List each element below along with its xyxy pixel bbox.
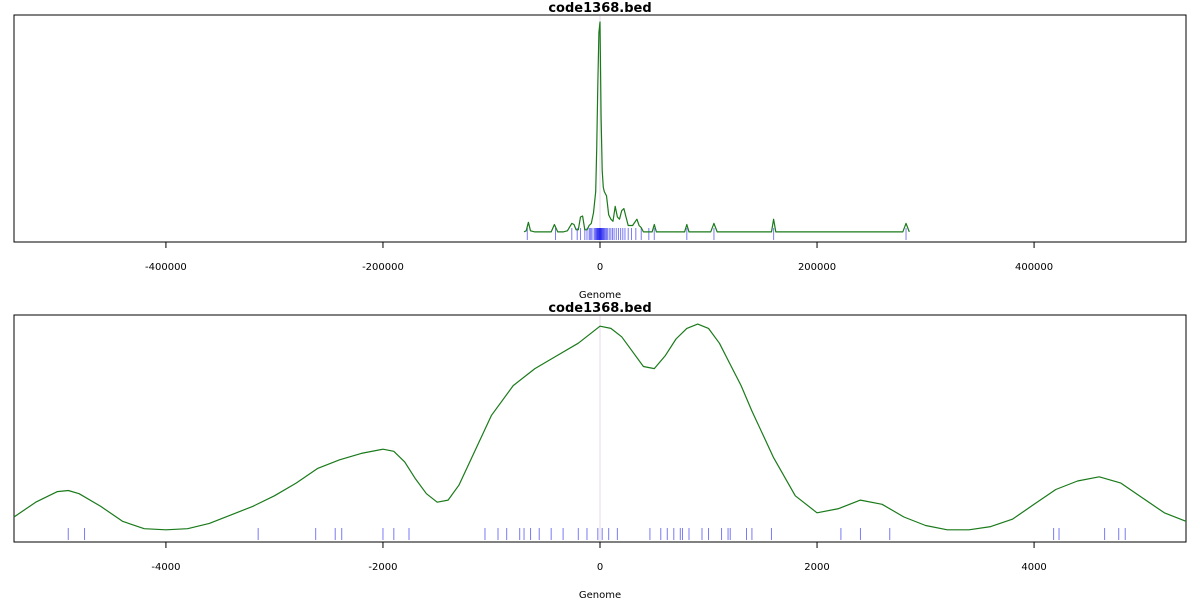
x-tick-label: -2000	[368, 562, 397, 573]
rug-marks	[67, 528, 1126, 540]
panel-genome-wide: code1368.bed -400000 -200000 0 200000 400000…	[13, 1, 1187, 301]
x-axis-label: Genome	[579, 290, 621, 301]
density-curve	[523, 21, 910, 233]
chart-title: code1368.bed	[548, 301, 651, 316]
x-tick-label: 400000	[1015, 262, 1053, 273]
x-tick-label: -200000	[362, 262, 404, 273]
x-tick-label: 200000	[798, 262, 836, 273]
density-line	[13, 323, 1187, 531]
chart-title: code1368.bed	[548, 1, 651, 16]
x-axis: -400000 -200000 0 200000 400000	[145, 242, 1053, 273]
x-tick-label: 4000	[1021, 562, 1046, 573]
x-axis-label: Genome	[579, 590, 621, 600]
x-tick-label: 0	[597, 562, 603, 573]
x-tick-label: -4000	[151, 562, 180, 573]
density-curve	[13, 323, 1187, 531]
rug-marks	[526, 228, 907, 240]
x-tick-label: 0	[597, 262, 603, 273]
panel-zoomed: code1368.bed -4000 -2000 0 2000 4000 Genome	[13, 301, 1187, 600]
x-tick-label: 2000	[804, 562, 829, 573]
x-tick-label: -400000	[145, 262, 187, 273]
density-line	[523, 21, 910, 233]
x-axis: -4000 -2000 0 2000 4000	[151, 542, 1047, 573]
